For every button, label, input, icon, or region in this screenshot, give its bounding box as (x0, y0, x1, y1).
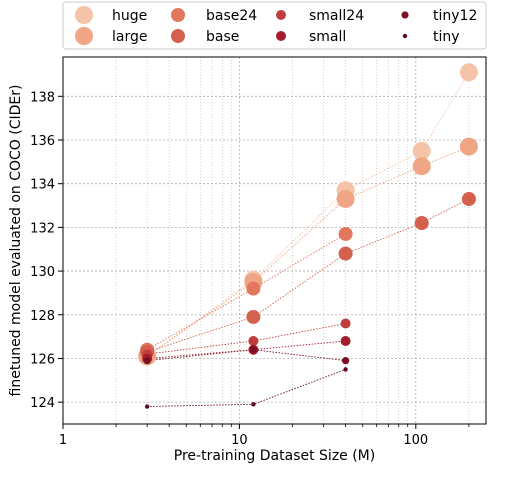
legend-marker-small24 (276, 10, 286, 20)
plot-frame (62, 56, 487, 425)
legend-label-large: large (112, 29, 147, 45)
legend-label-huge: huge (112, 8, 147, 24)
y-tick-label: 124 (30, 396, 55, 411)
point-base (338, 246, 353, 261)
point-tiny (144, 404, 150, 409)
legend-label-small: small (309, 29, 346, 45)
x-tick-label: 100 (403, 433, 428, 448)
point-base24 (246, 281, 261, 296)
x-ticks: 1 10 100 (59, 424, 470, 448)
y-tick-label: 138 (30, 90, 55, 105)
point-tiny (251, 402, 256, 407)
x-tick-label: 10 (231, 433, 248, 448)
legend-marker-large (75, 27, 93, 45)
legend-box (62, 1, 487, 50)
y-tick-label: 130 (30, 265, 55, 280)
series-line-large (146, 146, 470, 357)
y-tick-label: 136 (30, 134, 55, 149)
y-tick-label: 132 (30, 221, 55, 236)
point-base (461, 191, 476, 206)
point-small24 (248, 335, 259, 346)
y-tick-label: 126 (30, 352, 55, 367)
point-large (336, 189, 355, 208)
x-axis-label: Pre-training Dataset Size (M) (174, 448, 375, 464)
legend-marker-base24 (171, 8, 185, 22)
point-large (412, 157, 431, 176)
point-small24 (340, 318, 351, 329)
y-axis-label: finetuned model evaluated on COCO (CIDEr… (8, 85, 24, 397)
point-large (459, 137, 478, 156)
legend-marker-huge (75, 6, 93, 24)
series-line-tiny (147, 368, 346, 407)
legend-label-tiny12: tiny12 (433, 8, 477, 24)
legend-label-base24: base24 (206, 8, 257, 24)
legend-label-tiny: tiny (433, 29, 460, 45)
y-ticks: 124 126 128 130 132 134 136 138 (30, 90, 63, 411)
legend-marker-base (171, 29, 185, 43)
series-line-base24 (146, 233, 346, 351)
series-line-small (147, 340, 346, 359)
series-line-huge (146, 72, 470, 357)
point-small (340, 335, 351, 346)
legend-marker-tiny12 (401, 11, 409, 19)
legend: huge large base24 base small24 small tiny12 tin… (62, 1, 487, 50)
point-tiny12 (249, 346, 257, 354)
point-base (246, 309, 261, 324)
series-lines (146, 72, 470, 407)
point-huge (412, 141, 431, 160)
y-tick-label: 128 (30, 309, 55, 324)
point-huge (459, 63, 478, 82)
point-base24 (338, 226, 353, 241)
point-tiny12 (342, 357, 350, 365)
y-tick-label: 134 (30, 178, 55, 193)
grid (62, 57, 486, 424)
legend-marker-tiny (402, 33, 408, 39)
x-tick-label: 1 (59, 433, 67, 448)
legend-label-small24: small24 (309, 8, 364, 24)
series-line-tiny12 (147, 349, 346, 362)
point-base (414, 216, 429, 231)
series-points (138, 63, 478, 409)
point-tiny12 (143, 357, 151, 365)
series-line-small24 (147, 323, 346, 355)
point-tiny (343, 367, 348, 372)
legend-label-base: base (206, 29, 239, 45)
legend-marker-small (276, 31, 286, 41)
